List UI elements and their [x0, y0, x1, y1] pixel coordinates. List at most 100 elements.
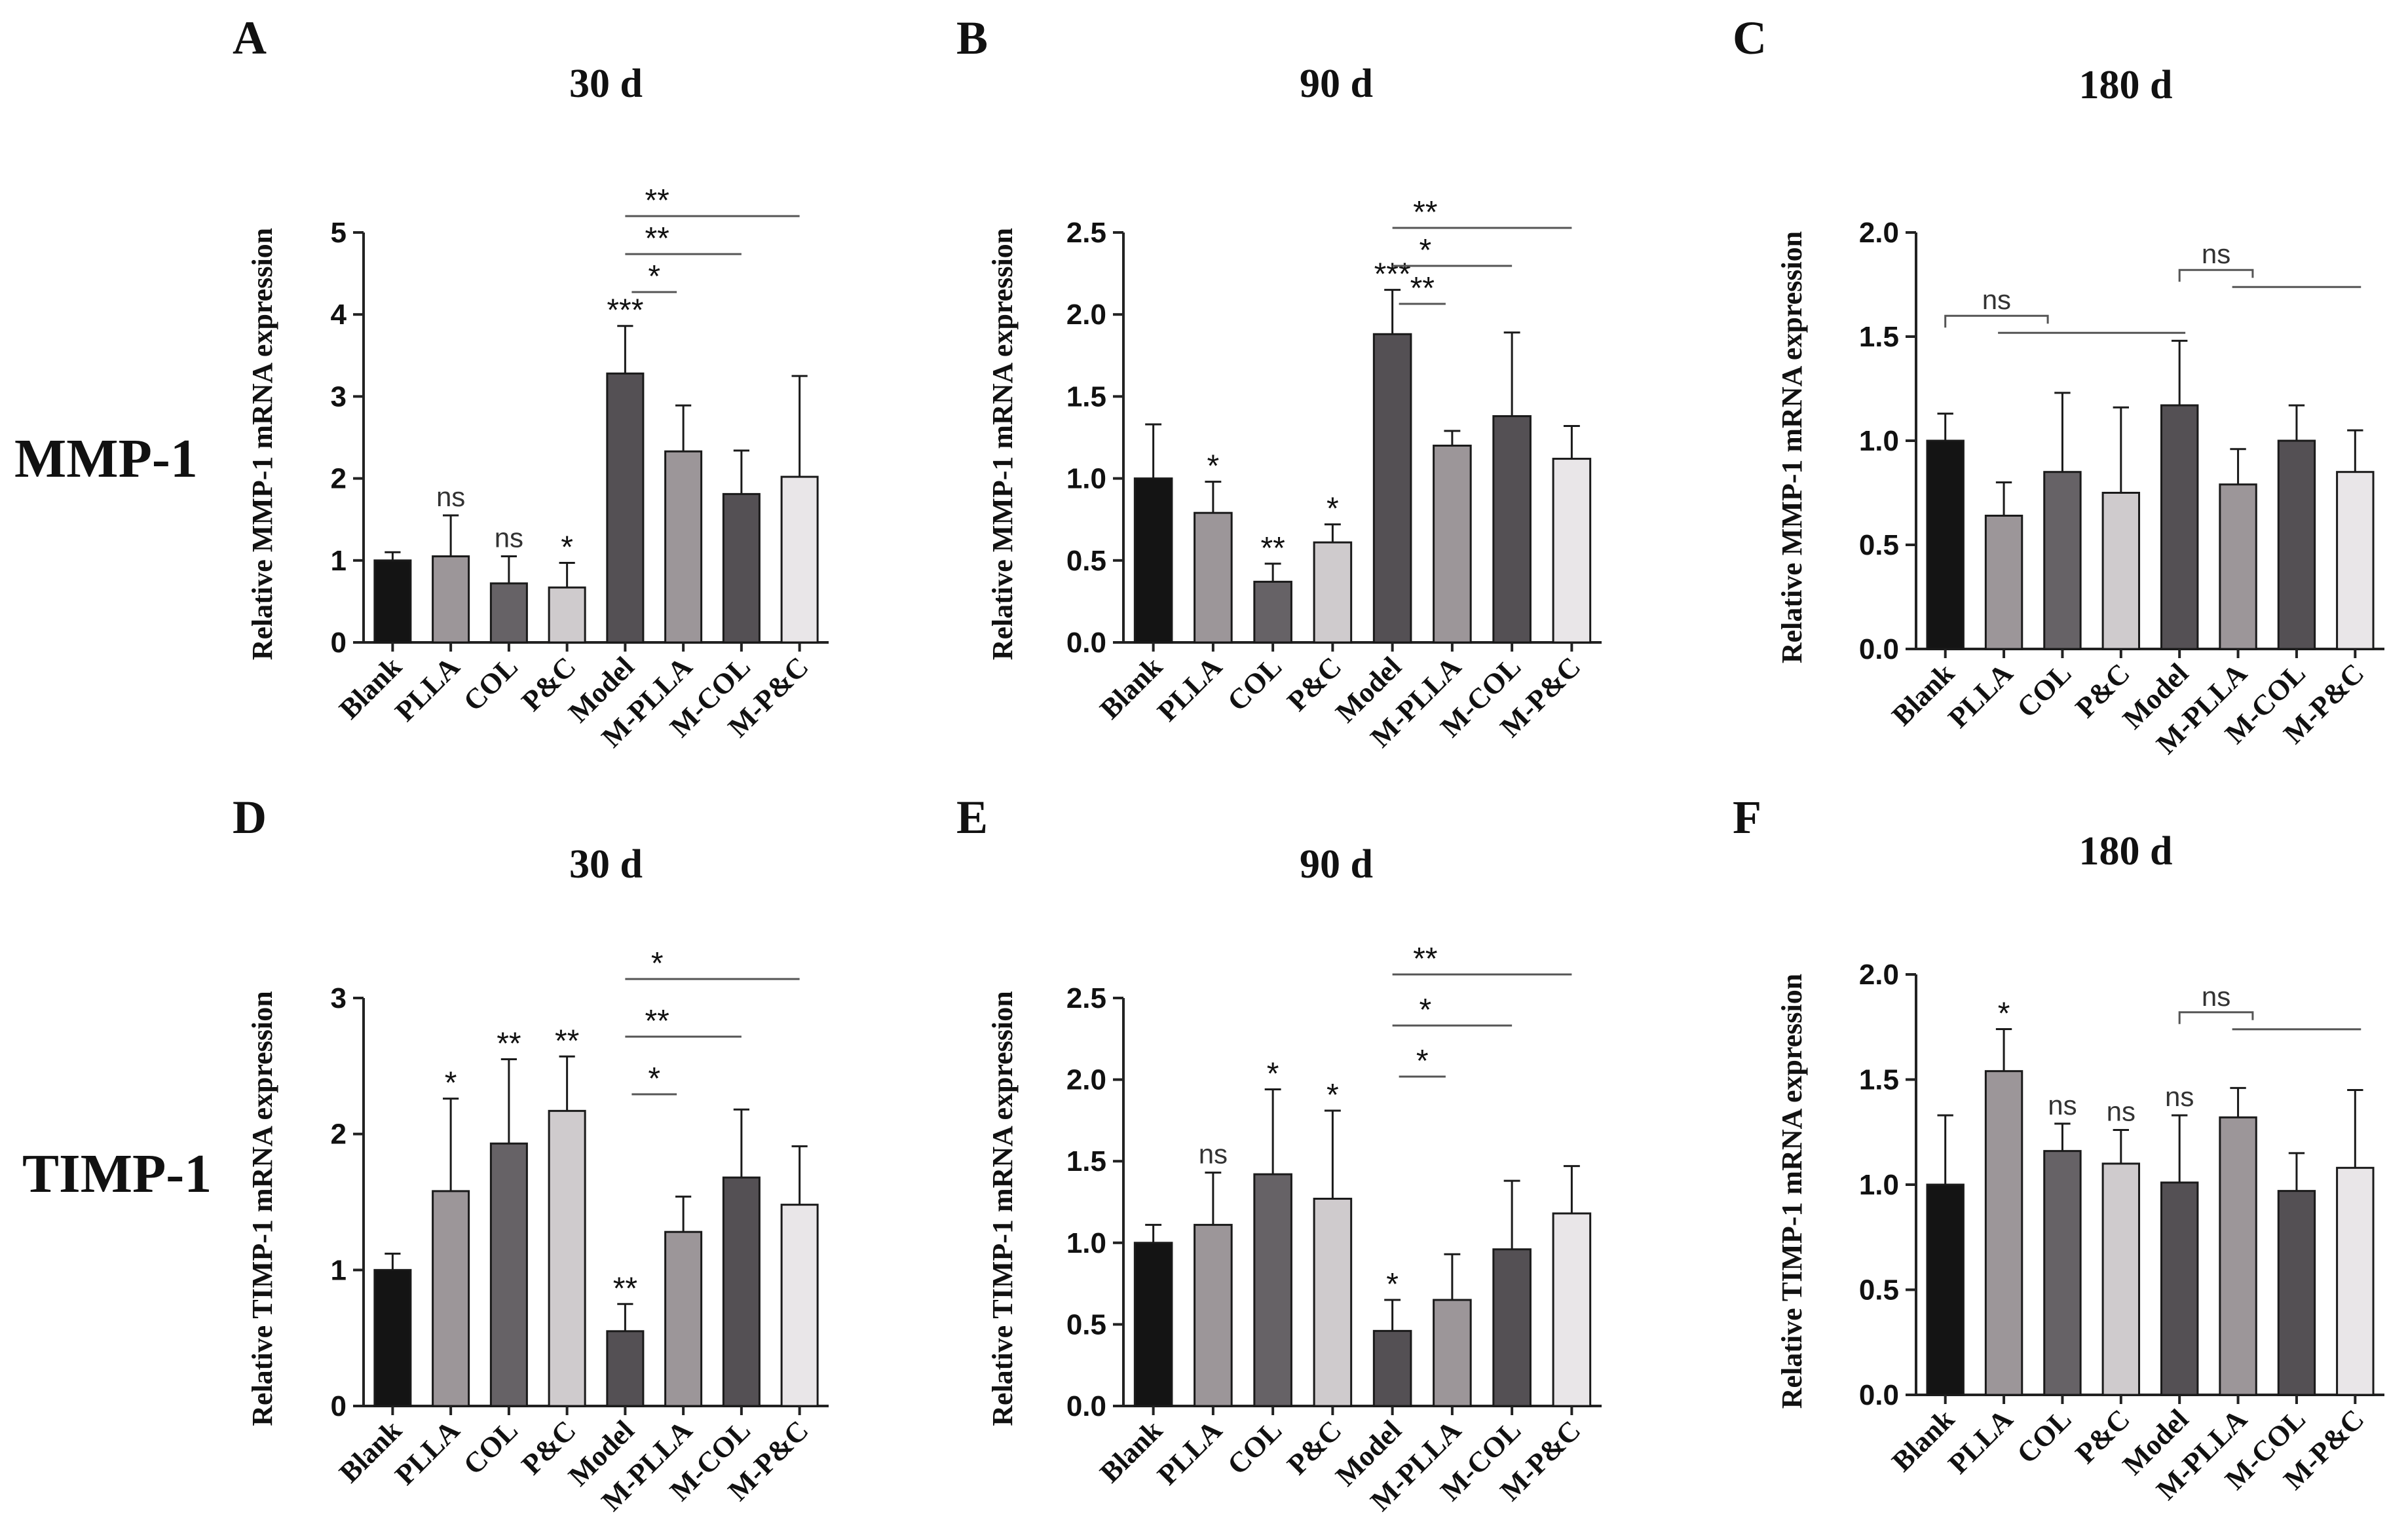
bar-pandc — [548, 1109, 586, 1407]
significance-label: * — [445, 1066, 457, 1101]
y-tick-label: 0.5 — [1066, 545, 1106, 577]
bar-m-pandc — [780, 475, 819, 644]
y-axis-label: Relative MMP-1 mRNA expression — [987, 228, 1019, 660]
y-tick-label: 1.0 — [1859, 425, 1899, 457]
chart-title: 180 d — [2079, 829, 2173, 874]
y-tick-label: 4 — [331, 299, 347, 331]
y-tick-label: 0 — [331, 1390, 347, 1422]
x-tick-label: Blank — [333, 1414, 408, 1489]
x-tick-label: COL — [2010, 657, 2077, 724]
y-tick-label: 2.5 — [1066, 982, 1106, 1014]
significance-label: ns — [436, 481, 465, 512]
group-comparison-label: ns — [1982, 284, 2011, 315]
y-tick-label: 1 — [331, 545, 347, 577]
comparison-label: * — [651, 946, 664, 981]
row-label-timp1: TIMP-1 — [22, 1143, 212, 1204]
significance-label: ns — [2107, 1096, 2135, 1127]
y-axis-label: Relative TIMP-1 mRNA expression — [987, 991, 1019, 1426]
x-tick-label: PLLA — [1942, 657, 2019, 734]
x-tick-label: COL — [457, 650, 524, 717]
bar-plla — [1194, 511, 1233, 644]
comparison-label: ** — [1410, 271, 1435, 306]
significance-label: * — [1326, 1078, 1339, 1113]
chart-title: 30 d — [569, 842, 643, 887]
y-tick-label: 1.0 — [1859, 1169, 1899, 1201]
bar-plla — [1984, 1070, 2023, 1396]
x-tick-label: PLLA — [1942, 1403, 2019, 1480]
bar-m-col — [1492, 1248, 1532, 1407]
significance-label: *** — [607, 293, 643, 328]
bar-m-pandc — [2336, 471, 2375, 650]
significance-label: * — [1267, 1057, 1279, 1092]
bar-plla — [1984, 514, 2023, 650]
comparison-label: ** — [1413, 942, 1437, 976]
comparison-label: ** — [645, 183, 669, 218]
comparison-label: * — [1419, 993, 1431, 1027]
bar-m-plla — [1433, 445, 1472, 644]
group-comparison-bracket — [1944, 314, 2186, 334]
x-tick-label: PLLA — [1151, 1414, 1228, 1491]
x-tick-label: COL — [1221, 1414, 1288, 1481]
significance-label: * — [1207, 449, 1220, 484]
bar-model — [2160, 404, 2199, 650]
bar-pandc — [1313, 541, 1353, 644]
bar-plla — [432, 1190, 470, 1407]
bar-m-plla — [2219, 483, 2257, 650]
bar-blank — [1133, 1242, 1173, 1407]
bar-col — [1253, 1173, 1292, 1407]
significance-label: * — [561, 530, 573, 565]
group-comparison-label: ns — [2202, 238, 2230, 269]
bar-m-pandc — [2336, 1166, 2375, 1396]
y-tick-label: 1.5 — [1066, 380, 1106, 413]
y-tick-label: 0.5 — [1859, 1274, 1899, 1306]
comparison-label: ** — [1413, 195, 1437, 230]
y-tick-label: 1.5 — [1066, 1145, 1106, 1177]
x-tick-label: COL — [2010, 1403, 2077, 1470]
group-comparison-bracket — [2178, 1011, 2361, 1031]
y-tick-label: 0.5 — [1859, 529, 1899, 561]
y-tick-label: 1.0 — [1066, 463, 1106, 495]
panel-letter: F — [1733, 791, 1761, 843]
y-axis-label: Relative MMP-1 mRNA expression — [1776, 231, 1808, 663]
panel-letter: D — [233, 791, 267, 843]
bar-m-plla — [1433, 1299, 1472, 1407]
x-tick-label: PLLA — [1151, 650, 1228, 728]
y-tick-label: 1.5 — [1859, 1064, 1899, 1096]
significance-label: ns — [495, 523, 523, 553]
bar-pandc — [548, 586, 586, 644]
comparison-label: * — [648, 1062, 660, 1096]
chart-panel-d: D 30 d Relative TIMP-1 mRNA expression 0 1 2 3… — [233, 791, 829, 1517]
significance-label: ** — [1260, 531, 1285, 566]
chart-panel-e: E 90 d Relative TIMP-1 mRNA expression 0.0 0… — [956, 791, 1602, 1517]
x-tick-label: Blank — [1093, 650, 1169, 726]
significance-label: ns — [2048, 1090, 2077, 1120]
row-label-mmp1: MMP-1 — [14, 428, 198, 489]
y-tick-label: 0 — [331, 627, 347, 659]
x-tick-label: COL — [457, 1414, 524, 1481]
y-tick-label: 0.5 — [1066, 1308, 1106, 1341]
panel-letter: E — [956, 791, 988, 843]
significance-label: ns — [2165, 1081, 2194, 1112]
comparison-label: ** — [645, 1004, 669, 1039]
bar-m-col — [2277, 1190, 2316, 1396]
significance-label: * — [1386, 1267, 1399, 1302]
bar-model — [1372, 333, 1412, 644]
significance-label: ** — [555, 1024, 579, 1058]
x-tick-label: Blank — [333, 650, 408, 726]
x-tick-label: PLLA — [389, 1414, 466, 1491]
bar-m-pandc — [1552, 1212, 1592, 1407]
bar-pandc — [1313, 1198, 1353, 1407]
bar-col — [489, 582, 528, 644]
significance-label: * — [1998, 996, 2010, 1031]
bar-m-col — [1492, 415, 1532, 644]
y-tick-label: 5 — [331, 217, 347, 249]
x-tick-label: Blank — [1886, 1403, 1961, 1478]
bar-col — [2043, 1150, 2082, 1396]
significance-label: ** — [497, 1026, 521, 1061]
panel-letter: B — [956, 12, 988, 64]
y-axis-label: Relative MMP-1 mRNA expression — [246, 228, 278, 660]
y-tick-label: 2.0 — [1859, 959, 1899, 991]
y-tick-label: 2.0 — [1859, 217, 1899, 249]
y-tick-label: 2 — [331, 1119, 347, 1151]
